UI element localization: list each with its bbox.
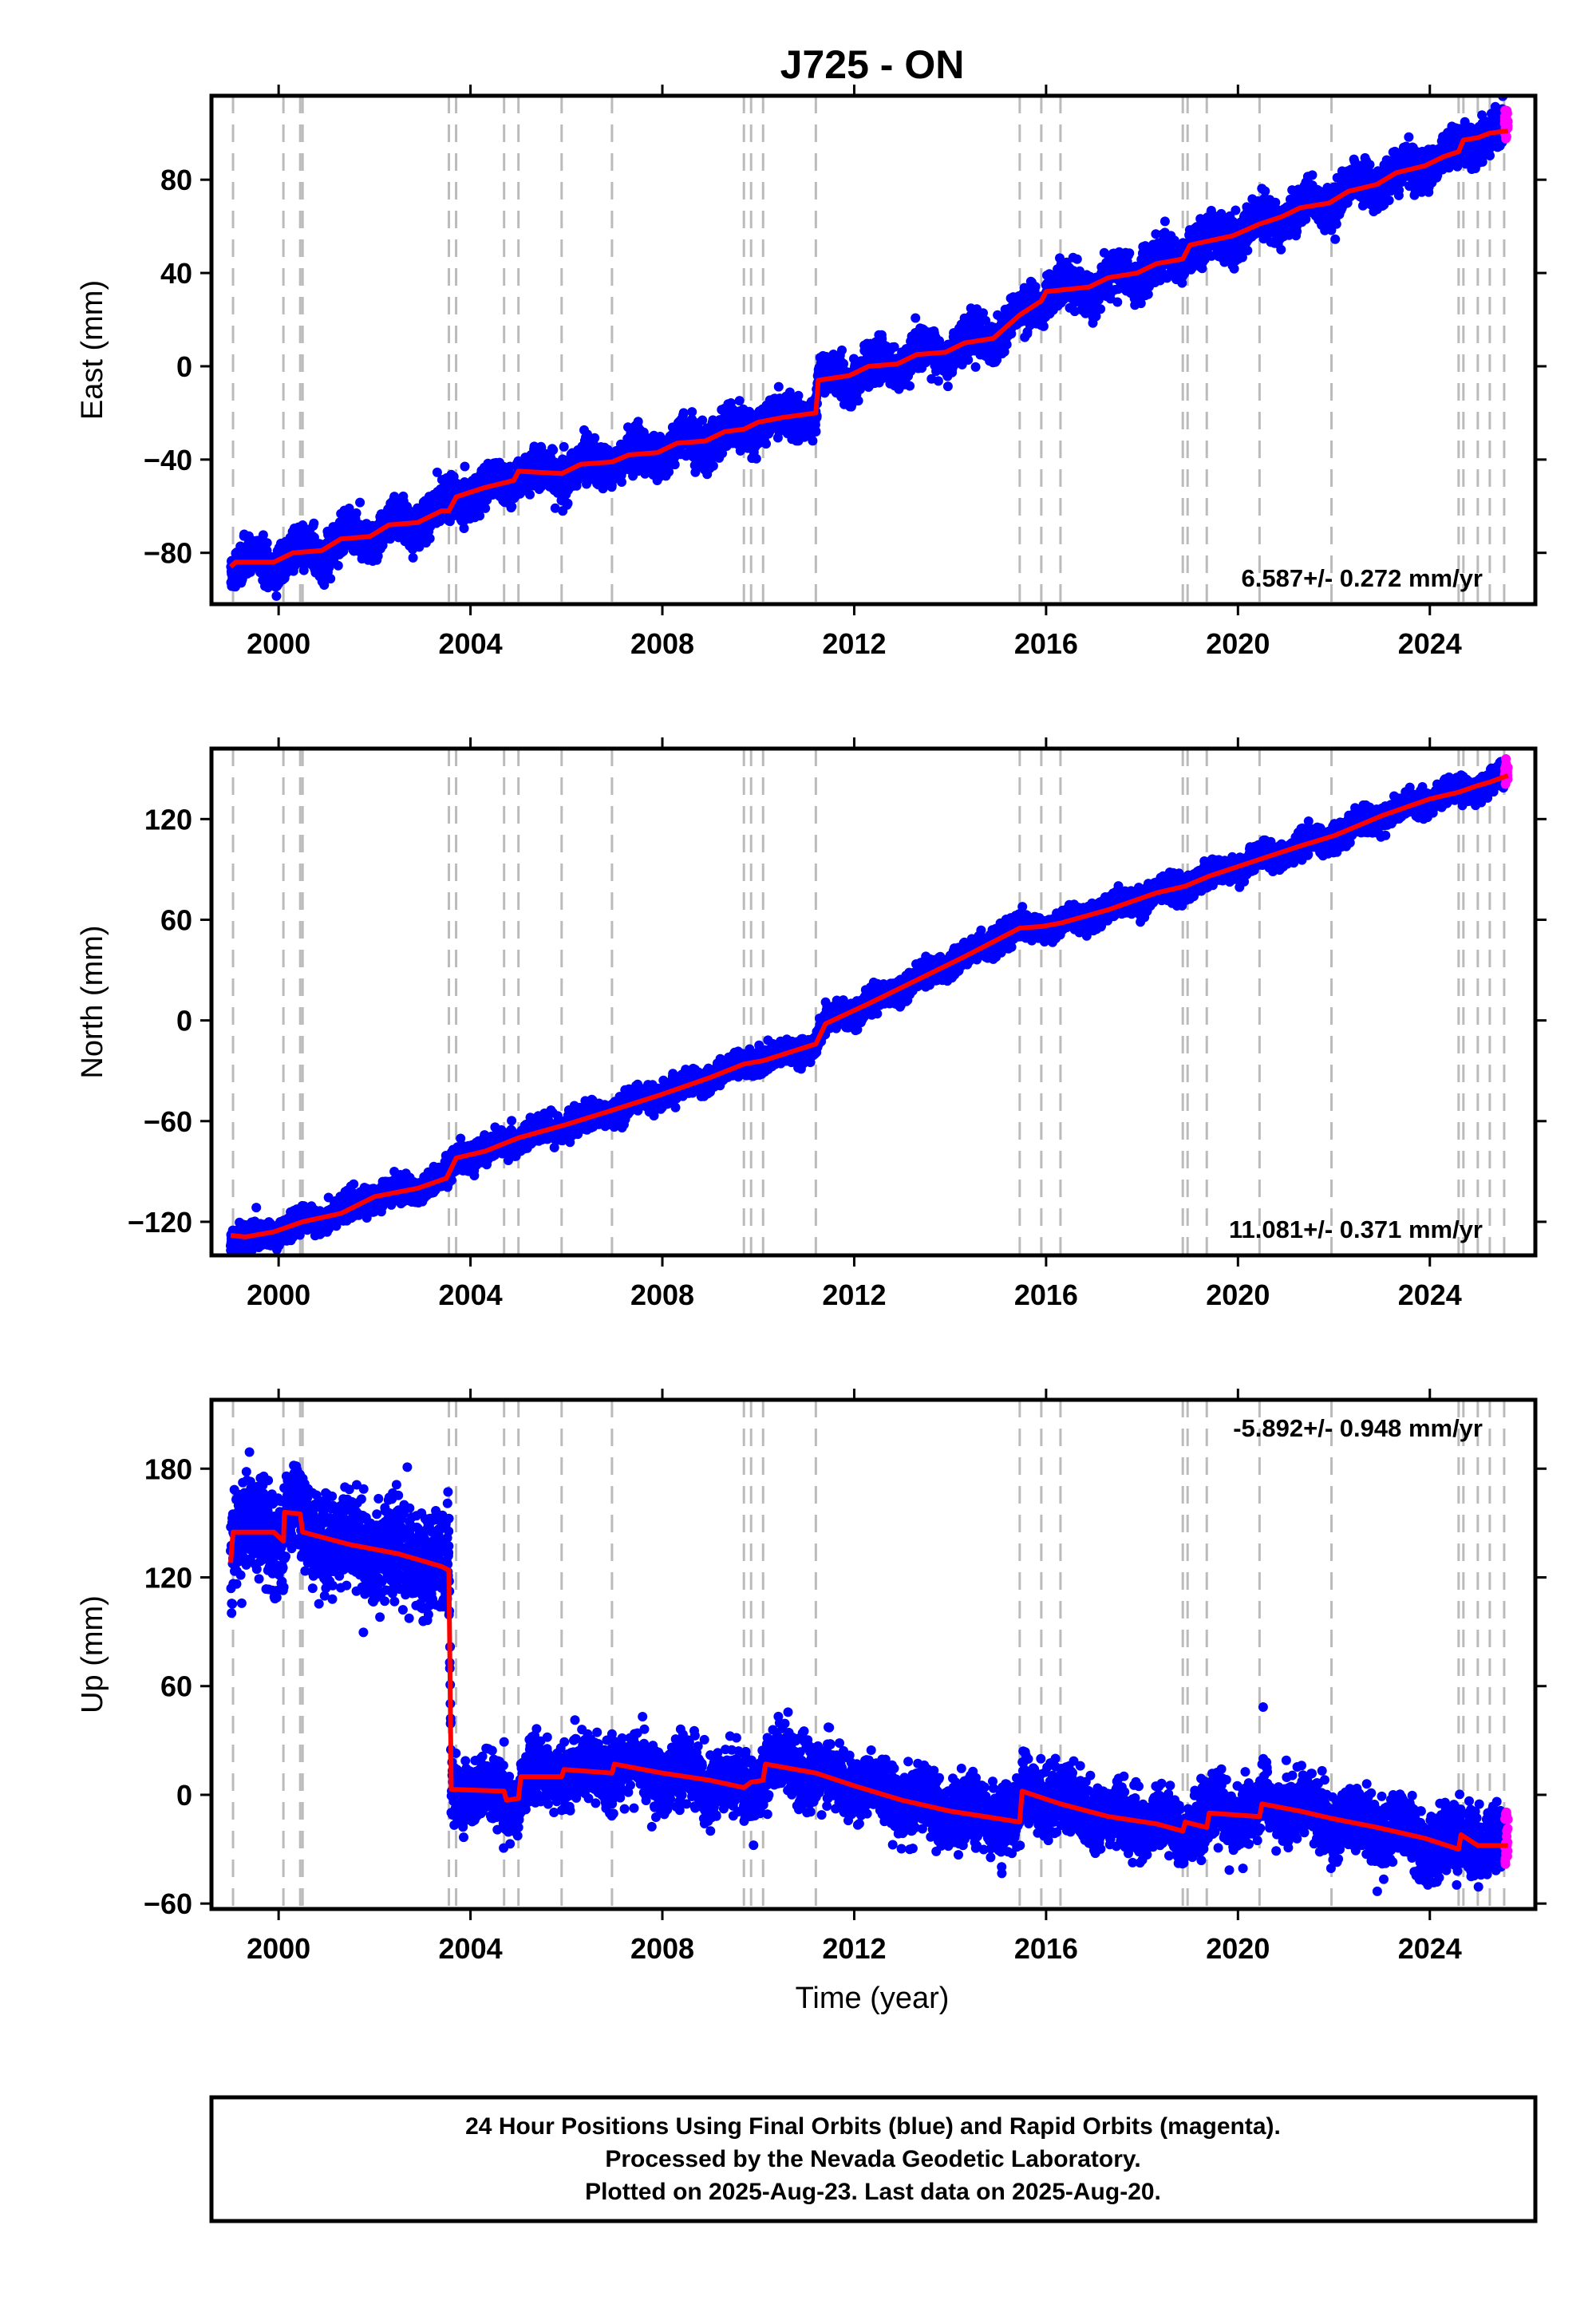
final-point bbox=[942, 381, 953, 392]
final-point bbox=[460, 461, 470, 472]
final-point bbox=[773, 381, 784, 392]
final-point bbox=[563, 498, 573, 508]
final-point bbox=[793, 390, 804, 401]
final-point bbox=[258, 530, 268, 540]
final-point bbox=[309, 518, 319, 528]
final-point bbox=[271, 591, 282, 601]
east-final-orbit-points bbox=[226, 96, 1510, 601]
final-point bbox=[548, 445, 559, 455]
final-point bbox=[408, 552, 418, 563]
final-point bbox=[839, 358, 848, 369]
final-point bbox=[475, 511, 485, 521]
final-point bbox=[480, 503, 491, 513]
final-point bbox=[373, 551, 383, 561]
final-point bbox=[708, 460, 718, 471]
final-point bbox=[670, 460, 680, 470]
final-point bbox=[933, 376, 943, 386]
final-point bbox=[837, 345, 847, 355]
final-point bbox=[525, 489, 535, 500]
final-point bbox=[333, 560, 343, 571]
final-point bbox=[761, 439, 771, 449]
final-point bbox=[290, 561, 300, 571]
chart-title: J725 - ON bbox=[780, 42, 965, 87]
final-point bbox=[432, 467, 442, 477]
east-plot-area bbox=[226, 96, 1513, 604]
final-point bbox=[751, 453, 761, 464]
final-point bbox=[344, 504, 354, 513]
final-point bbox=[355, 497, 365, 508]
final-point bbox=[459, 524, 469, 533]
final-point bbox=[905, 381, 915, 391]
final-point bbox=[262, 538, 272, 548]
final-point bbox=[734, 396, 745, 406]
final-point bbox=[425, 533, 435, 543]
final-point bbox=[811, 426, 821, 437]
final-point bbox=[326, 574, 336, 584]
final-point bbox=[853, 396, 863, 406]
final-point bbox=[687, 407, 697, 417]
final-point bbox=[590, 433, 600, 443]
final-point bbox=[351, 508, 361, 518]
final-point bbox=[808, 436, 818, 446]
final-point bbox=[617, 477, 626, 487]
final-point bbox=[678, 408, 689, 418]
final-point bbox=[911, 313, 921, 323]
final-point bbox=[507, 501, 517, 512]
final-point bbox=[319, 580, 330, 590]
final-point bbox=[559, 441, 569, 452]
